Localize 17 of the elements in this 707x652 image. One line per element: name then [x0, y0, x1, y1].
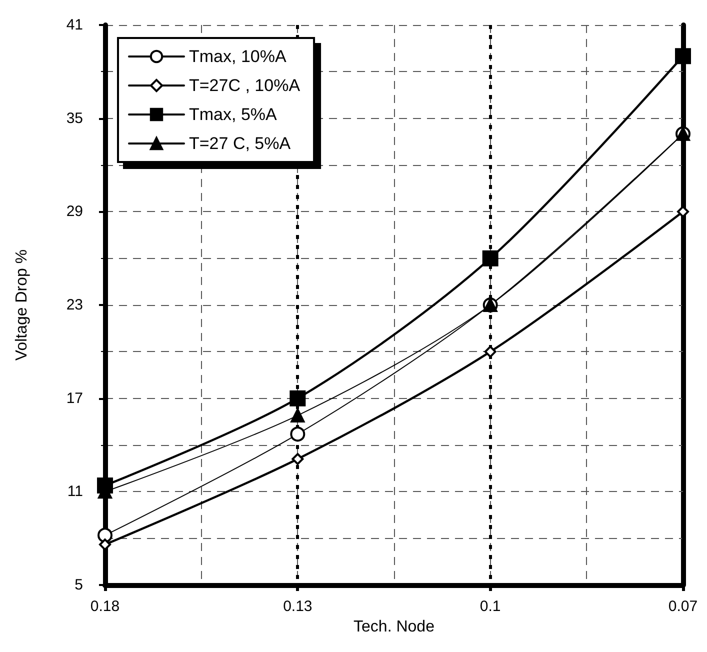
legend-label: Tmax, 5%A — [189, 105, 278, 124]
y-tick-label: 5 — [74, 576, 83, 594]
x-tick-label: 0.13 — [283, 598, 312, 615]
x-tick-label: 0.18 — [90, 598, 120, 615]
x-tick-label: 0.07 — [668, 598, 698, 615]
legend-label: T=27C , 10%A — [189, 76, 301, 95]
y-axis-title: Voltage Drop % — [14, 249, 30, 361]
y-tick-label: 17 — [66, 390, 83, 407]
y-tick-label: 41 — [66, 16, 83, 34]
x-axis-title: Tech. Node — [354, 618, 435, 636]
y-tick-label: 35 — [66, 110, 83, 127]
legend-label: Tmax, 10%A — [189, 47, 287, 66]
legend-label: T=27 C, 5%A — [189, 134, 292, 153]
y-tick-label: 29 — [66, 203, 83, 220]
y-tick-label: 23 — [66, 296, 83, 314]
y-tick-label: 11 — [67, 483, 83, 500]
x-tick-label: 0.1 — [480, 598, 501, 615]
